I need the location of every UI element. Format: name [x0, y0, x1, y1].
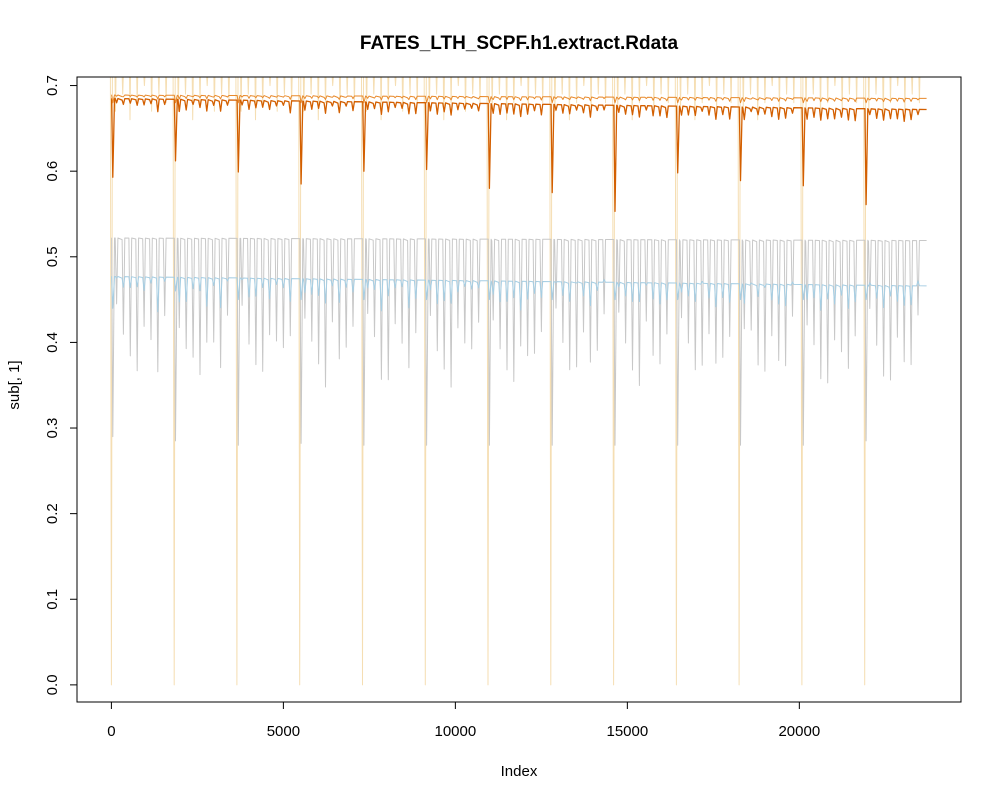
y-tick-label: 0.0 [44, 674, 61, 695]
y-tick-label: 0.7 [44, 75, 61, 96]
series-layer [109, 76, 927, 686]
y-axis-title: sub[, 1] [6, 360, 23, 409]
y-tick-label: 0.1 [44, 589, 61, 610]
x-axis: 0 5000 10000 15000 20000 [107, 701, 820, 740]
x-tick-label: 20000 [778, 723, 820, 740]
x-tick-label: 5000 [267, 723, 300, 740]
y-axis: 0.0 0.1 0.2 0.3 0.4 0.5 0.6 0.7 [44, 75, 78, 695]
y-tick-label: 0.2 [44, 503, 61, 524]
series-line-1 [110, 97, 927, 213]
x-axis-title: Index [501, 763, 538, 780]
y-tick-label: 0.6 [44, 161, 61, 182]
x-tick-label: 15000 [606, 723, 648, 740]
y-tick-label: 0.4 [44, 332, 61, 353]
y-tick-label: 0.5 [44, 246, 61, 267]
series-line-4 [111, 276, 927, 313]
plot-frame [76, 76, 962, 703]
y-tick-label: 0.3 [44, 418, 61, 439]
chart-title: FATES_LTH_SCPF.h1.extract.Rdata [360, 33, 679, 54]
series-line-3 [111, 237, 927, 446]
x-tick-label: 0 [107, 723, 115, 740]
x-tick-label: 10000 [435, 723, 477, 740]
series-line-0 [109, 76, 927, 686]
series-line-2 [111, 94, 927, 104]
